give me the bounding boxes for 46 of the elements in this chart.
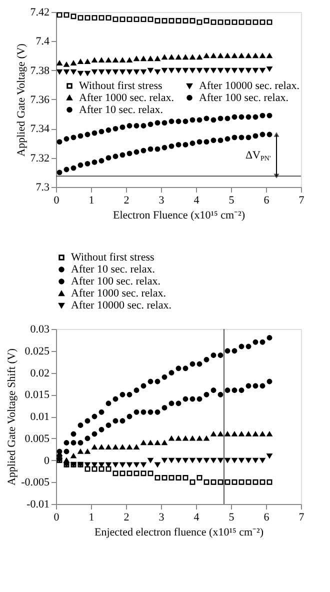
x-tick-label: 0 (54, 512, 60, 524)
x-tick-label: 0 (54, 194, 60, 206)
legend-label: After 100 sec. relax. (71, 276, 161, 288)
y-tick-label: 7.34 (30, 123, 50, 136)
x-tick-label: 2 (124, 512, 130, 524)
x-tick-label: 7 (298, 512, 305, 524)
y-tick-label: 0.005 (24, 432, 50, 445)
legend-label: After 1000 sec. relax. (71, 288, 166, 300)
y-axis-title: Applied Gate Voltage (V) (15, 43, 28, 156)
x-tick-label: 5 (228, 512, 235, 524)
y-tick-label: -0.01 (26, 498, 50, 510)
y-tick-label: 0.01 (30, 411, 50, 423)
y-tick-label: 7.4 (36, 36, 50, 48)
legend-label: After 100 sec. relax. (199, 92, 289, 104)
x-tick-label: 7 (298, 194, 305, 206)
y-tick-label: 7.32 (30, 152, 50, 164)
legend-label: After 10 sec. relax. (79, 104, 164, 116)
x-tick-label: 1 (88, 512, 94, 524)
y-tick-label: 0.03 (30, 324, 50, 336)
x-tick-label: 2 (124, 194, 130, 206)
legend-label: After 10 sec. relax. (71, 264, 156, 276)
x-tick-label: 5 (228, 194, 235, 206)
x-tick-label: 6 (264, 194, 270, 206)
legend-label: After 10000 sec. relax. (71, 300, 172, 312)
y-tick-label: 0 (44, 454, 50, 467)
y-tick-label: 0.015 (24, 389, 50, 402)
x-axis-title: Enjected electron fluence (x10¹⁵ cm⁻²) (94, 526, 264, 538)
y-tick-label: 7.36 (30, 94, 50, 106)
y-tick-label: 7.3 (36, 182, 50, 194)
x-tick-label: 3 (158, 194, 165, 206)
y-tick-label: 0.02 (30, 367, 50, 380)
x-tick-label: 1 (88, 194, 94, 206)
legend-label: Without first stress (71, 252, 154, 264)
x-tick-label: 6 (264, 512, 270, 524)
y-tick-label: 7.38 (30, 64, 50, 77)
x-axis-title: Electron Fluence (x10¹⁵ cm⁻²) (112, 210, 246, 222)
legend-label: After 10000 sec. relax. (199, 80, 300, 92)
legend-label: Without first stress (79, 80, 162, 92)
x-tick-label: 3 (158, 512, 165, 524)
y-tick-label: 7.42 (30, 6, 50, 18)
y-axis-title: Applied Gate Voltage Shift (V) (6, 348, 18, 486)
x-tick-label: 4 (194, 512, 200, 524)
x-tick-label: 4 (194, 194, 200, 206)
legend-label: After 1000 sec. relax. (79, 92, 174, 104)
y-tick-label: 0.025 (24, 345, 50, 358)
y-tick-label: -0.005 (21, 476, 50, 489)
